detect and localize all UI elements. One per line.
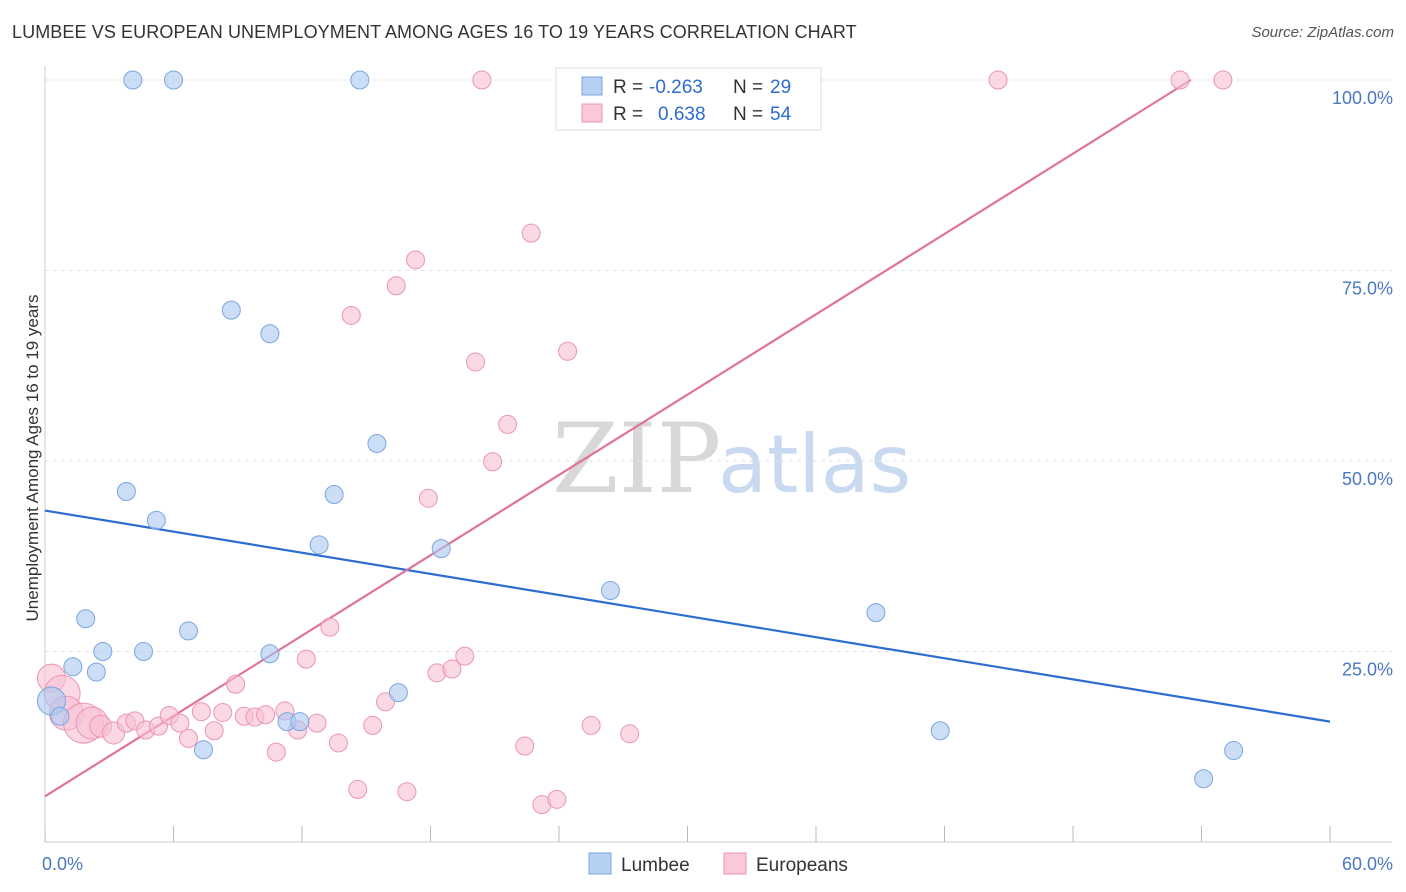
point-europeans-29 xyxy=(348,779,368,799)
point-europeans-41 xyxy=(483,452,503,472)
point-lumbee-6 xyxy=(116,481,136,501)
watermark-atlas: atlas xyxy=(718,418,911,511)
stats-legend: R = -0.263 N = 29 R = 0.638 N = 54 xyxy=(555,67,822,131)
legend-r-label-lumbee: R = xyxy=(613,77,643,98)
point-lumbee-20 xyxy=(350,70,370,90)
grid xyxy=(45,79,1392,652)
point-lumbee-5 xyxy=(93,642,113,661)
point-lumbee-4 xyxy=(86,662,106,682)
chart-source: Source: ZipAtlas.com xyxy=(1251,24,1394,41)
point-europeans-51 xyxy=(988,70,1008,90)
point-europeans-53 xyxy=(1213,70,1233,90)
point-europeans-15 xyxy=(204,721,224,741)
point-europeans-31 xyxy=(376,692,396,712)
point-lumbee-26 xyxy=(930,721,950,741)
legend-n-label-lumbee: N = xyxy=(733,77,763,98)
point-europeans-49 xyxy=(620,724,640,744)
point-lumbee-10 xyxy=(164,70,183,90)
legend-swatch-lumbee xyxy=(581,76,603,96)
point-europeans-43 xyxy=(515,736,535,756)
y-tick-label-3: 100.0% xyxy=(1332,88,1393,108)
point-lumbee-8 xyxy=(134,642,154,661)
point-lumbee-7 xyxy=(123,70,143,90)
point-europeans-30 xyxy=(363,715,383,735)
point-europeans-14 xyxy=(191,702,211,722)
point-lumbee-23 xyxy=(431,539,451,559)
legend-n-label-europeans: N = xyxy=(733,104,763,125)
point-europeans-26 xyxy=(320,617,340,637)
point-europeans-13 xyxy=(178,728,198,748)
y-axis-label: Unemployment Among Ages 16 to 19 years xyxy=(23,295,42,622)
trend-line-lumbee xyxy=(44,509,1331,723)
point-europeans-21 xyxy=(266,742,286,762)
point-lumbee-2 xyxy=(63,657,83,677)
point-europeans-37 xyxy=(442,659,462,679)
point-europeans-16 xyxy=(213,702,233,722)
legend-r-value-lumbee: -0.263 xyxy=(649,77,703,98)
point-europeans-35 xyxy=(418,488,438,508)
point-lumbee-18 xyxy=(309,535,329,555)
chart-title: LUMBEE VS EUROPEAN UNEMPLOYMENT AMONG AG… xyxy=(12,22,857,42)
y-tick-label-0: 25.0% xyxy=(1342,660,1393,680)
point-europeans-38 xyxy=(455,646,475,666)
legend-r-label-europeans: R = xyxy=(613,104,643,125)
series-legend: Lumbee Europeans xyxy=(588,852,848,876)
point-europeans-48 xyxy=(581,715,601,735)
watermark-zip: ZIP xyxy=(552,403,721,515)
point-europeans-44 xyxy=(521,223,541,243)
point-lumbee-14 xyxy=(260,644,280,664)
y-tick-labels: 25.0% 50.0% 75.0% 100.0% xyxy=(1332,88,1393,680)
point-europeans-24 xyxy=(296,649,316,669)
watermark: ZIP atlas xyxy=(552,403,911,515)
x-tick-label-0: 0.0% xyxy=(42,854,83,874)
point-lumbee-25 xyxy=(866,603,886,623)
y-tick-label-1: 50.0% xyxy=(1342,469,1393,489)
point-lumbee-28 xyxy=(1224,741,1244,761)
y-tick-label-2: 75.0% xyxy=(1342,279,1393,299)
point-lumbee-13 xyxy=(221,300,241,320)
point-lumbee-1 xyxy=(50,706,70,726)
point-europeans-25 xyxy=(307,713,327,733)
point-lumbee-22 xyxy=(388,683,408,703)
series-legend-label-europeans: Europeans xyxy=(756,855,848,876)
legend-swatch-europeans xyxy=(581,103,603,123)
point-lumbee-17 xyxy=(290,712,310,732)
x-tick-labels: 0.0% 60.0% xyxy=(42,854,1393,874)
legend-n-value-lumbee: 29 xyxy=(770,77,791,98)
point-lumbee-19 xyxy=(324,485,344,505)
legend-n-value-europeans: 54 xyxy=(770,104,792,125)
point-lumbee-15 xyxy=(260,324,280,344)
point-lumbee-9 xyxy=(146,510,166,530)
series-legend-swatch-lumbee xyxy=(588,852,612,875)
point-lumbee-24 xyxy=(600,581,620,601)
point-europeans-33 xyxy=(397,782,417,802)
point-lumbee-12 xyxy=(193,740,213,760)
point-europeans-46 xyxy=(547,789,567,809)
point-lumbee-3 xyxy=(76,609,96,629)
point-lumbee-21 xyxy=(367,433,387,453)
point-lumbee-27 xyxy=(1194,769,1214,789)
point-europeans-42 xyxy=(498,414,518,434)
trend-line-europeans xyxy=(44,79,1192,798)
point-europeans-34 xyxy=(406,250,426,270)
point-europeans-39 xyxy=(465,352,485,372)
point-europeans-17 xyxy=(226,674,246,694)
point-europeans-32 xyxy=(386,276,406,296)
point-europeans-12 xyxy=(170,713,190,733)
point-europeans-20 xyxy=(256,705,276,725)
series-legend-swatch-europeans xyxy=(723,852,747,875)
x-tick-label-1: 60.0% xyxy=(1342,854,1393,874)
point-europeans-52 xyxy=(1170,70,1190,90)
data-points xyxy=(36,70,1244,815)
point-lumbee-11 xyxy=(178,621,198,641)
point-europeans-47 xyxy=(558,341,578,361)
point-europeans-40 xyxy=(472,70,492,90)
point-europeans-28 xyxy=(341,305,361,325)
point-europeans-27 xyxy=(328,733,348,753)
series-legend-label-lumbee: Lumbee xyxy=(621,855,690,876)
legend-r-value-europeans: 0.638 xyxy=(658,104,706,125)
